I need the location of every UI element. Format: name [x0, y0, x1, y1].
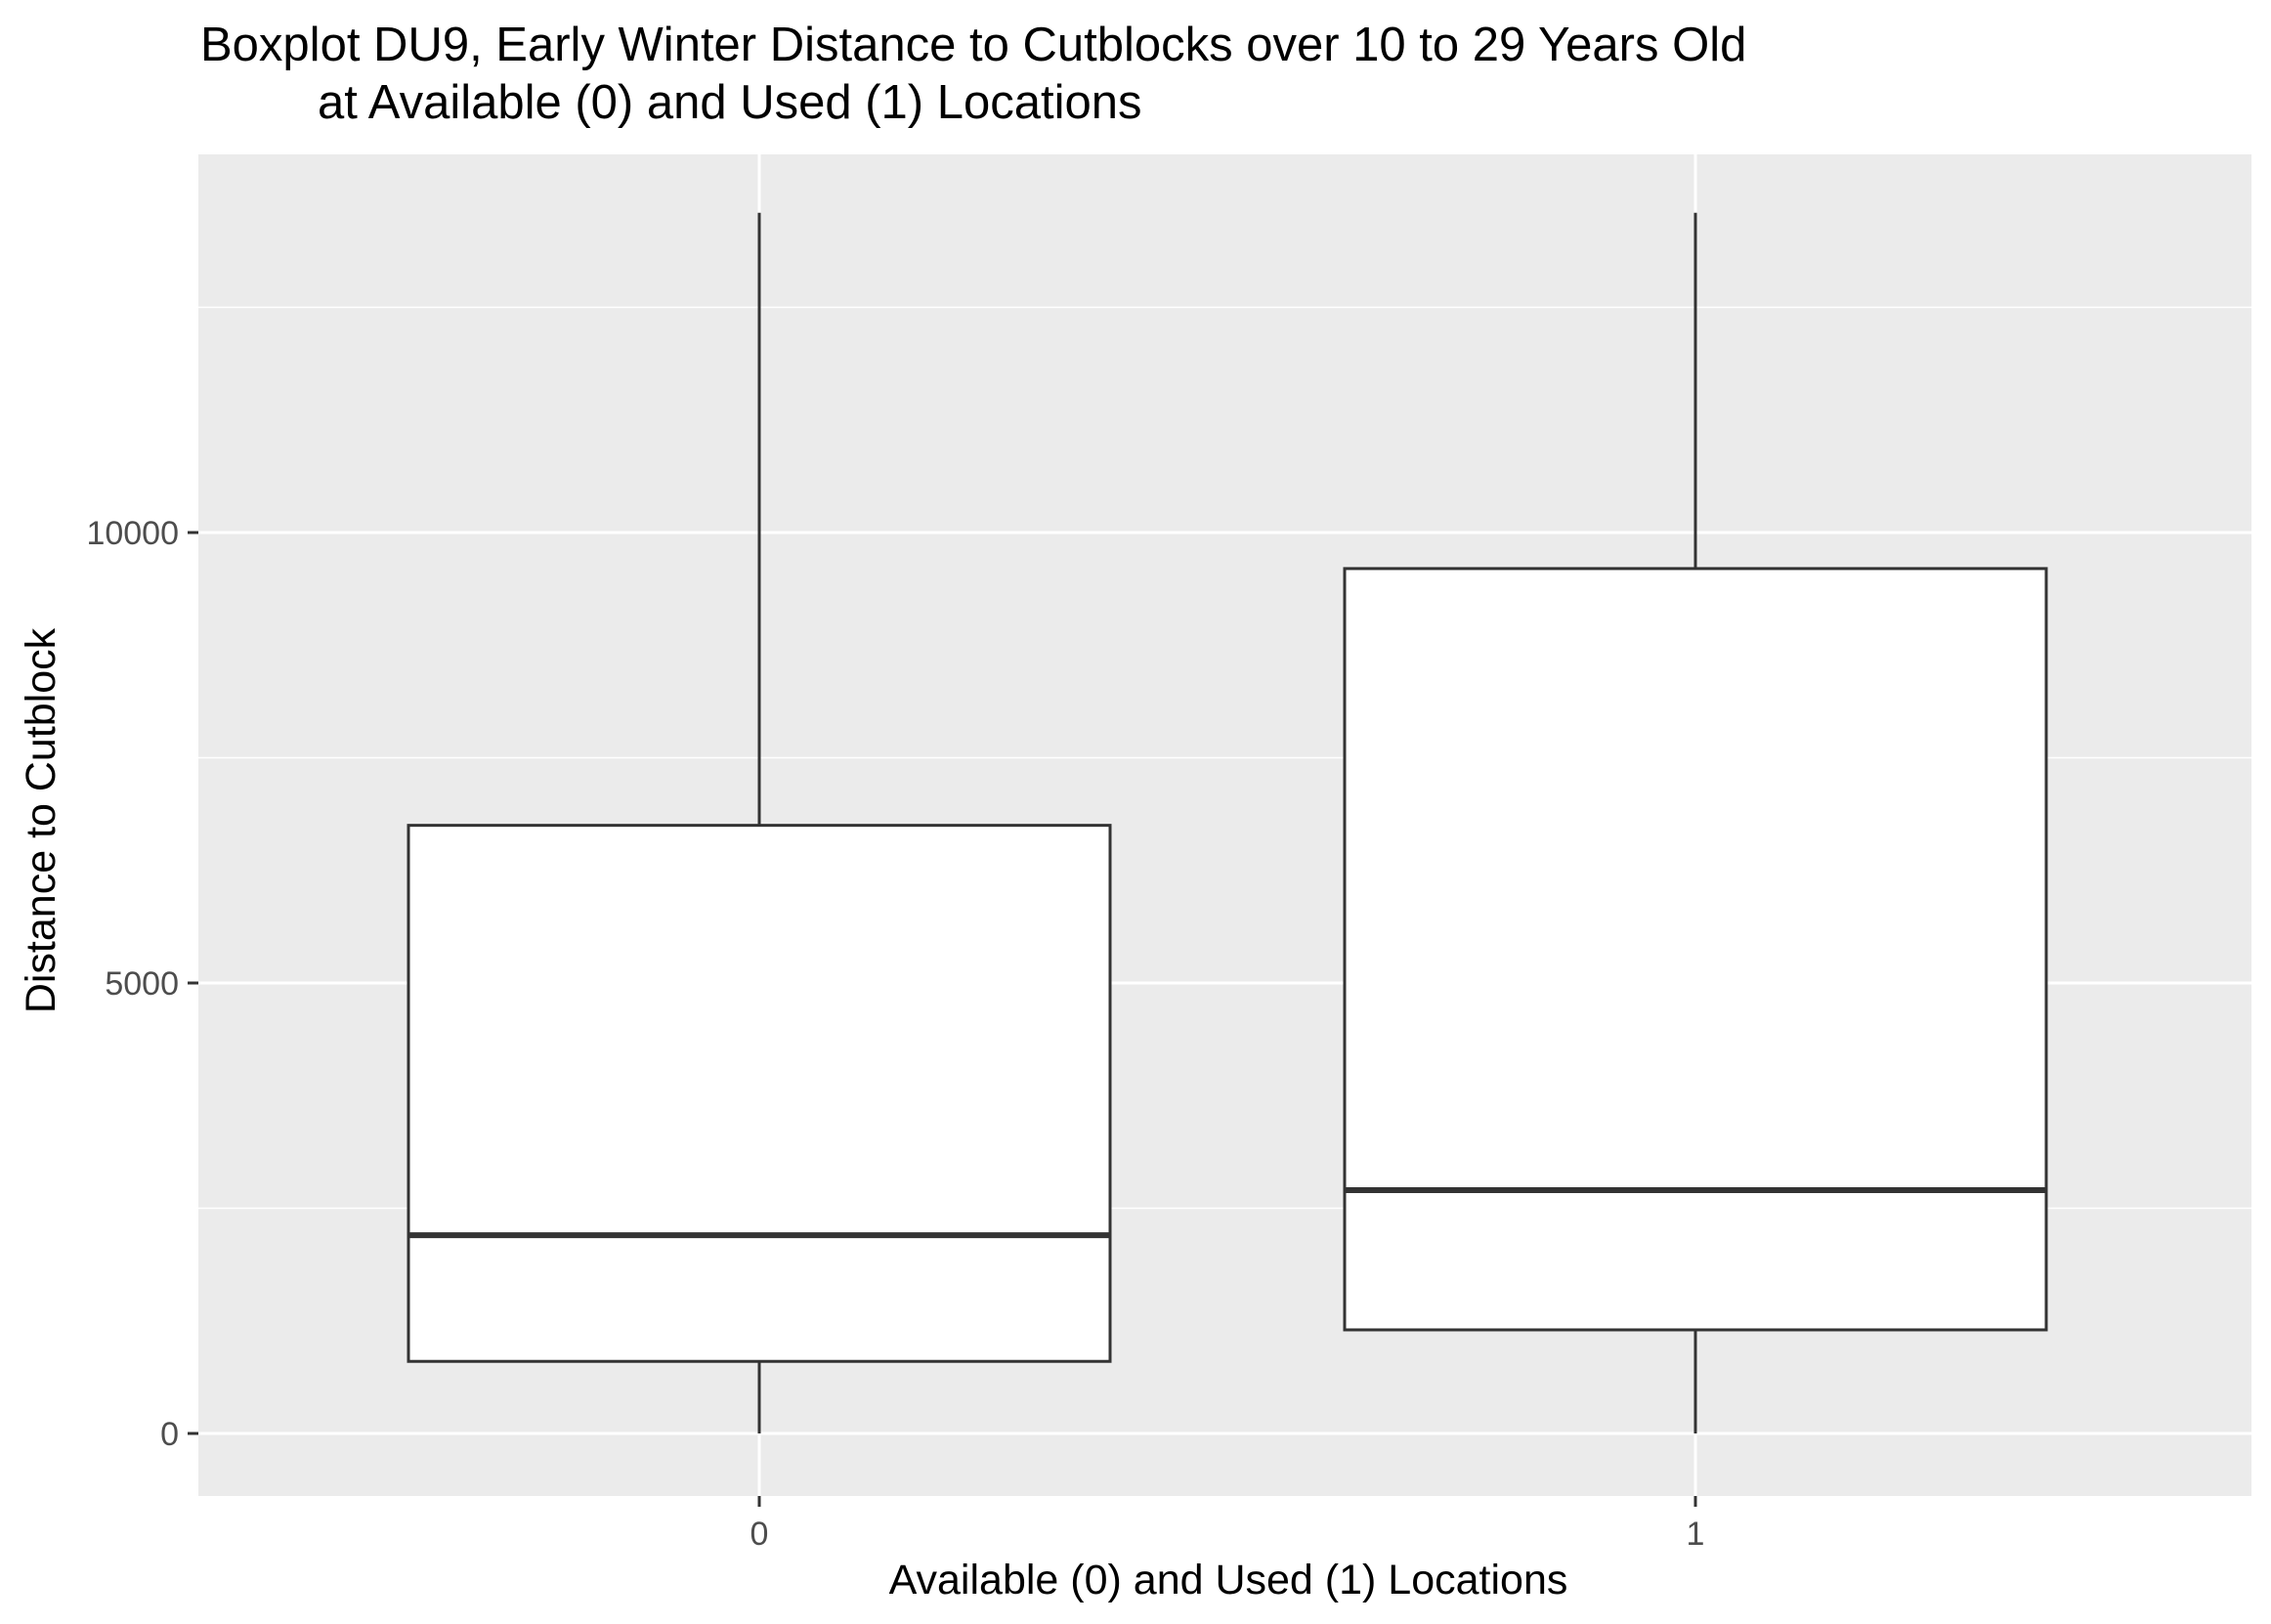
x-tick-label: 1	[1687, 1516, 1705, 1553]
x-axis-title: Available (0) and Used (1) Locations	[889, 1557, 1568, 1603]
box-group-0	[407, 212, 1112, 1433]
boxes-layer	[407, 212, 2048, 1433]
box-iqr	[1343, 567, 2048, 1332]
chart-subtitle: at Available (0) and Used (1) Locations	[318, 76, 1141, 129]
chart-title: Boxplot DU9, Early Winter Distance to Cu…	[200, 19, 1746, 71]
y-axis-title: Distance to Cutblock	[18, 627, 64, 1013]
x-tick-label: 0	[750, 1516, 769, 1553]
y-tick-label: 0	[160, 1416, 179, 1453]
y-tick-label: 10000	[86, 515, 179, 552]
y-axis: 0 5000 10000	[86, 515, 198, 1453]
box-iqr	[407, 824, 1112, 1363]
box-group-1	[1343, 212, 2048, 1433]
y-tick-label: 5000	[105, 965, 179, 1003]
